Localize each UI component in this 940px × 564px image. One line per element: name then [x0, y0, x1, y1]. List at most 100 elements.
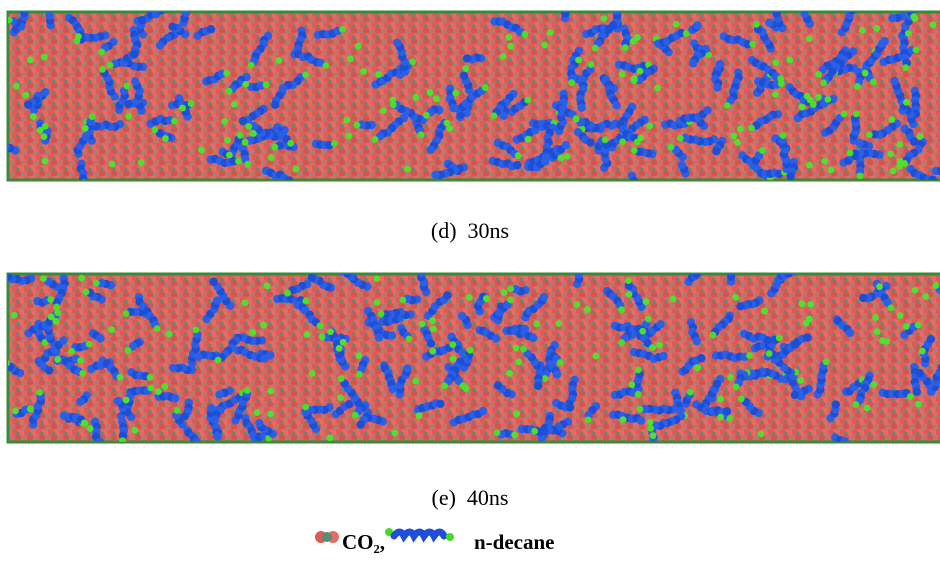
decane-icon	[390, 528, 448, 543]
decane-bead	[462, 54, 472, 63]
decane-end	[798, 103, 806, 111]
decane-end	[761, 307, 768, 315]
decane-bead	[128, 342, 138, 351]
decane-bead	[529, 333, 538, 343]
decane-end	[405, 335, 413, 343]
decane-bead	[722, 263, 730, 271]
decane-end	[108, 160, 116, 168]
decane-end	[889, 167, 897, 175]
decane-end	[327, 328, 334, 336]
decane-end	[929, 21, 937, 29]
decane-end	[482, 295, 490, 302]
decane-end	[345, 132, 353, 140]
decane-end	[896, 162, 904, 170]
decane-end	[575, 56, 582, 64]
decane-end	[241, 138, 249, 146]
decane-bead	[0, 271, 8, 279]
decane-bead	[936, 167, 940, 176]
decane-end	[771, 91, 779, 98]
decane-bead	[909, 137, 919, 146]
decane-end	[99, 65, 106, 73]
decane-end	[241, 299, 249, 307]
decane-end	[524, 96, 532, 104]
decane-end	[230, 100, 238, 108]
decane-end	[82, 288, 90, 296]
decane-bead	[859, 293, 868, 303]
decane-bead	[113, 396, 123, 406]
decane-end	[573, 301, 581, 309]
decane-end	[824, 95, 832, 103]
decane-end	[618, 339, 626, 347]
decane-bead	[648, 437, 658, 442]
decane-end	[587, 61, 595, 68]
decane-end	[568, 79, 576, 87]
decane-end	[284, 289, 291, 297]
decane-bead	[285, 176, 294, 180]
decane-end	[520, 345, 527, 353]
decane-end	[53, 303, 60, 311]
decane-end	[777, 75, 785, 82]
decane-end	[630, 147, 638, 154]
decane-end	[806, 96, 814, 104]
decane-end	[351, 411, 359, 419]
decane-bead	[617, 0, 625, 6]
decane-end	[452, 89, 460, 97]
decane-end	[601, 136, 609, 144]
decane-end	[36, 388, 43, 396]
decane-end	[391, 429, 399, 437]
decane-end	[225, 87, 233, 95]
decane-end	[932, 282, 940, 289]
decane-end	[82, 179, 87, 180]
decane-bead	[848, 12, 856, 15]
decane-bead	[712, 146, 721, 156]
decane-end	[514, 152, 522, 159]
decane-end	[24, 1, 31, 8]
decane-end	[122, 310, 130, 317]
decane-end	[8, 360, 10, 367]
panel-caption: (d) 30ns	[431, 218, 509, 243]
decane-end	[465, 293, 473, 301]
decane-end	[912, 46, 920, 54]
decane-bead	[271, 100, 280, 109]
decane-bead	[743, 40, 752, 49]
decane-end	[137, 159, 145, 167]
decane-end	[12, 407, 19, 415]
decane-bead	[656, 320, 665, 329]
decane-end	[630, 75, 638, 82]
decane-end	[262, 81, 270, 89]
decane-end	[78, 274, 86, 282]
decane-end	[339, 25, 346, 33]
decane-end	[500, 289, 508, 296]
decane-end	[446, 125, 454, 133]
decane-end	[557, 154, 565, 162]
decane-bead	[573, 261, 581, 269]
decane-bead	[765, 18, 774, 27]
decane-end	[154, 388, 162, 395]
decane-end	[187, 0, 194, 7]
decane-end	[896, 141, 904, 148]
decane-end	[162, 135, 169, 142]
decane-end	[649, 452, 656, 459]
decane-end	[513, 410, 521, 418]
decane-end	[98, 48, 106, 56]
decane-end	[533, 320, 541, 328]
decane-end	[192, 326, 200, 334]
decane-end	[493, 429, 501, 437]
decane-bead	[561, 140, 570, 150]
decane-end	[336, 265, 343, 272]
decane-end	[353, 121, 361, 129]
decane-bead	[78, 174, 88, 180]
decane-bead	[344, 400, 354, 409]
decane-bead	[772, 12, 781, 18]
decane-end	[171, 117, 178, 125]
decane-end	[865, 131, 873, 139]
decane-end	[214, 356, 222, 364]
decane-end	[676, 134, 684, 142]
decane-end	[753, 20, 760, 28]
decane-end	[88, 113, 96, 121]
decane-end	[417, 131, 425, 139]
decane-end	[556, 359, 564, 367]
decane-bead	[574, 274, 583, 279]
decane-end	[223, 69, 231, 77]
decane-bead	[44, 366, 54, 375]
